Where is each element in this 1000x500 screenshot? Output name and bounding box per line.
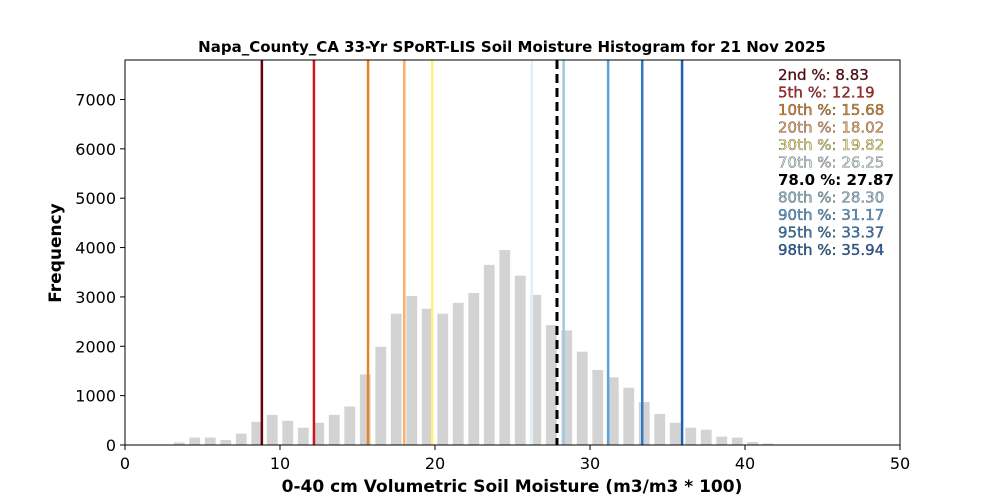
x-tick-label-4: 40 [735,454,755,473]
histogram-bar-8 [297,427,309,445]
histogram-bar-23 [530,294,542,445]
histogram-bar-11 [344,406,356,445]
histogram-bar-38 [762,443,774,445]
histogram-bar-18 [452,302,464,445]
y-tick-label-3: 3000 [75,288,116,307]
x-tick-label-3: 30 [580,454,600,473]
histogram-bar-19 [468,292,480,445]
legend-entry-0: 2nd %: 8.83 [778,66,869,84]
x-tick-label-5: 50 [890,454,910,473]
y-tick-label-0: 0 [106,436,116,455]
x-tick-label-0: 0 [120,454,130,473]
histogram-bar-34 [700,429,712,445]
axes-layer [124,59,901,446]
histogram-bar-3 [220,440,232,445]
histogram-bar-5 [251,421,263,445]
histogram-bar-37 [747,442,759,445]
histogram-bar-28 [607,377,619,445]
y-tick-label-5: 5000 [75,189,116,208]
histogram-bar-35 [716,436,728,445]
y-tick-label-2: 2000 [75,337,116,356]
histogram-bar-2 [204,437,216,445]
legend-entry-7: 80th %: 28.30 [778,189,884,207]
legend-entry-10: 98th %: 35.94 [778,241,884,259]
histogram-bar-33 [685,427,697,445]
ticks-layer: 0 10 20 30 40 50 0 1000 2000 3000 4000 5000 6000 7000 [75,90,910,473]
y-tick-label-6: 6000 [75,140,116,159]
y-tick-label-4: 4000 [75,239,116,258]
histogram-bar-4 [235,433,247,445]
histogram-bar-14 [390,313,402,445]
histogram-bar-15 [406,295,418,445]
legend-entry-6: 78.0 %: 27.87 [778,171,894,189]
histogram-bar-10 [328,414,340,445]
legend-entry-9: 95th %: 33.37 [778,224,884,242]
histogram-bar-16 [421,308,433,445]
y-tick-label-1: 1000 [75,387,116,406]
y-axis-label: Frequency [46,203,66,303]
histogram-bar-24 [545,325,557,445]
histogram-bar-1 [189,437,201,445]
histogram-bar-36 [731,437,743,445]
histogram-bar-27 [592,369,604,445]
percentile-lines-layer [260,60,684,445]
histogram-bar-26 [576,351,588,445]
chart-title: Napa_County_CA 33-Yr SPoRT-LIS Soil Mois… [198,38,826,56]
histogram-bar-0 [173,442,185,445]
legend-entry-2: 10th %: 15.68 [778,101,884,119]
legend-entry-8: 90th %: 31.17 [778,206,884,224]
histogram-bar-29 [623,387,635,445]
histogram-bar-30 [638,402,650,445]
histogram-bar-31 [654,413,666,445]
histogram-bar-21 [499,250,511,445]
y-tick-label-7: 7000 [75,90,116,109]
x-tick-label-1: 10 [270,454,290,473]
legend-entry-1: 5th %: 12.19 [778,84,875,102]
bars-layer [173,250,774,445]
histogram-bar-22 [514,275,526,445]
plot-frame [124,59,901,446]
histogram-bar-13 [375,346,387,445]
x-tick-label-2: 20 [425,454,445,473]
histogram-bar-32 [669,422,681,445]
histogram-bar-20 [483,264,495,445]
histogram-bar-6 [266,414,278,445]
histogram-bar-25 [561,330,573,445]
x-axis-label: 0-40 cm Volumetric Soil Moisture (m3/m3 … [282,477,743,497]
legend-entry-4: 30th %: 19.82 [778,136,884,154]
legend-entry-3: 20th %: 18.02 [778,119,884,137]
histogram-bar-17 [437,313,449,445]
legend-entry-5: 70th %: 26.25 [778,154,884,172]
histogram-bar-9 [313,422,325,445]
histogram-bar-12 [359,374,371,445]
histogram-bar-7 [282,420,294,445]
